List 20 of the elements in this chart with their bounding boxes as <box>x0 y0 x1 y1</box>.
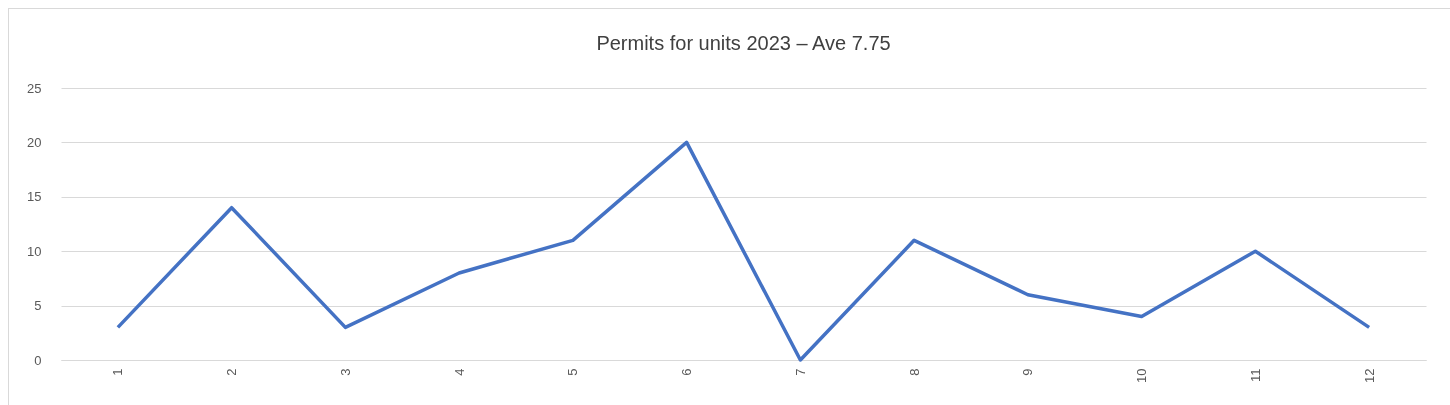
x-tick-label: 5 <box>565 368 581 376</box>
x-tick-label: 8 <box>906 368 922 376</box>
x-tick-label: 12 <box>1361 368 1377 383</box>
y-tick-label: 25 <box>27 80 42 96</box>
y-tick-label: 0 <box>34 352 42 368</box>
x-tick-label: 9 <box>1020 368 1036 376</box>
y-tick-label: 15 <box>27 189 42 205</box>
x-tick-label: 3 <box>337 368 353 376</box>
chart-title: Permits for units 2023 – Ave 7.75 <box>596 32 891 54</box>
x-tick-label: 10 <box>1134 368 1150 383</box>
line-series <box>116 140 1371 362</box>
x-tick-label: 4 <box>451 368 467 376</box>
x-tick-label: 11 <box>1247 368 1263 382</box>
y-tick-label: 5 <box>34 298 42 314</box>
x-tick-label: 2 <box>224 368 240 376</box>
y-tick-label: 10 <box>27 243 42 259</box>
y-tick-label: 20 <box>27 134 42 150</box>
x-tick-label: 6 <box>679 368 695 376</box>
x-tick-label: 1 <box>110 368 126 376</box>
x-tick-label: 7 <box>792 368 808 376</box>
